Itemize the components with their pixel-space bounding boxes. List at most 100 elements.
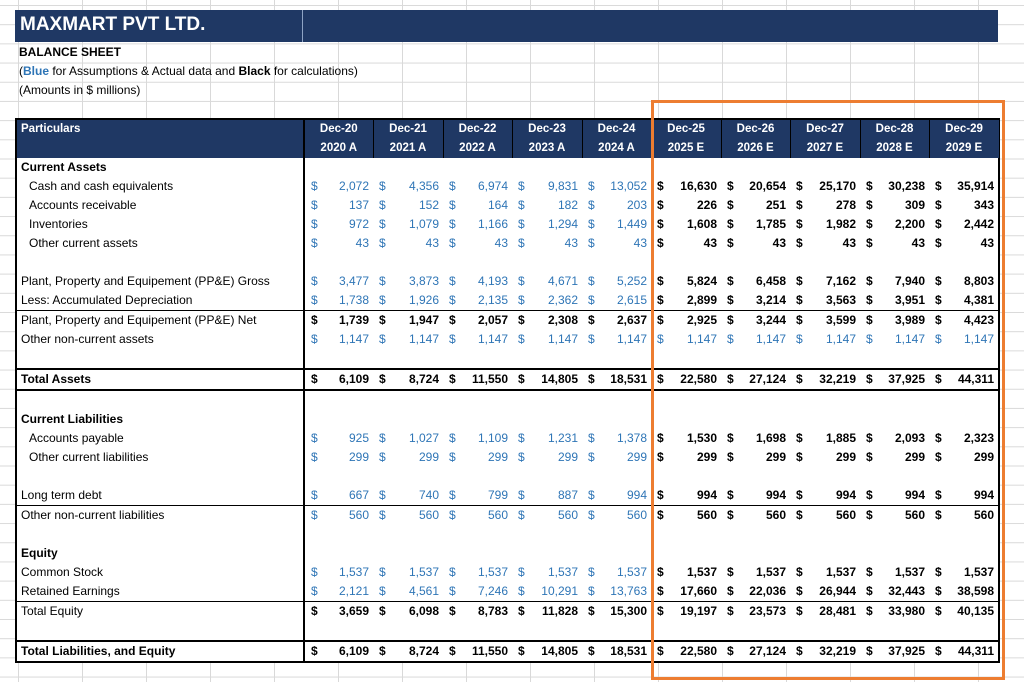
value-cell[interactable]: $43 [373, 234, 443, 253]
value-cell[interactable]: $9,831 [512, 177, 582, 196]
value-cell[interactable]: $1,739 [304, 310, 373, 330]
value-cell[interactable]: $299 [721, 448, 790, 467]
value-cell[interactable]: $343 [929, 196, 1000, 215]
value-cell[interactable]: $1,147 [790, 330, 860, 349]
value-cell[interactable] [304, 525, 373, 544]
value-cell[interactable]: $3,989 [860, 310, 929, 330]
value-cell[interactable]: $1,294 [512, 215, 582, 234]
value-cell[interactable] [373, 621, 443, 641]
value-cell[interactable] [512, 253, 582, 272]
value-cell[interactable]: $44,311 [929, 640, 1000, 663]
value-cell[interactable]: $1,537 [512, 563, 582, 582]
value-cell[interactable] [373, 253, 443, 272]
value-cell[interactable] [651, 525, 721, 544]
value-cell[interactable] [304, 544, 373, 563]
value-cell[interactable] [304, 621, 373, 641]
value-cell[interactable] [304, 158, 373, 177]
value-cell[interactable]: $8,724 [373, 368, 443, 391]
value-cell[interactable]: $1,378 [582, 429, 651, 448]
value-cell[interactable]: $1,537 [304, 563, 373, 582]
value-cell[interactable] [929, 410, 1000, 429]
value-cell[interactable] [373, 525, 443, 544]
value-cell[interactable]: $1,537 [651, 563, 721, 582]
value-cell[interactable] [512, 349, 582, 369]
value-cell[interactable]: $740 [373, 486, 443, 506]
value-cell[interactable]: $299 [304, 448, 373, 467]
value-cell[interactable]: $19,197 [651, 601, 721, 621]
value-cell[interactable]: $8,783 [443, 601, 512, 621]
value-cell[interactable] [651, 349, 721, 369]
value-cell[interactable]: $4,561 [373, 582, 443, 602]
value-cell[interactable] [721, 621, 790, 641]
value-cell[interactable]: $43 [790, 234, 860, 253]
value-cell[interactable]: $3,599 [790, 310, 860, 330]
value-cell[interactable] [443, 349, 512, 369]
value-cell[interactable]: $35,914 [929, 177, 1000, 196]
value-cell[interactable]: $32,219 [790, 640, 860, 663]
value-cell[interactable]: $4,356 [373, 177, 443, 196]
row-label[interactable]: Inventories [15, 215, 305, 234]
value-cell[interactable] [373, 410, 443, 429]
value-cell[interactable] [512, 390, 582, 410]
value-cell[interactable]: $299 [929, 448, 1000, 467]
value-cell[interactable]: $25,170 [790, 177, 860, 196]
value-cell[interactable] [512, 410, 582, 429]
value-cell[interactable]: $43 [860, 234, 929, 253]
value-cell[interactable]: $152 [373, 196, 443, 215]
value-cell[interactable]: $43 [651, 234, 721, 253]
row-label[interactable]: Other current assets [15, 234, 305, 253]
row-label[interactable]: Long term debt [15, 486, 305, 506]
value-cell[interactable]: $2,135 [443, 291, 512, 311]
value-cell[interactable]: $1,530 [651, 429, 721, 448]
value-cell[interactable] [304, 410, 373, 429]
value-cell[interactable]: $13,763 [582, 582, 651, 602]
value-cell[interactable]: $226 [651, 196, 721, 215]
value-cell[interactable]: $1,885 [790, 429, 860, 448]
value-cell[interactable]: $3,477 [304, 272, 373, 291]
value-cell[interactable]: $4,193 [443, 272, 512, 291]
value-cell[interactable]: $560 [860, 505, 929, 525]
value-cell[interactable]: $2,615 [582, 291, 651, 311]
value-cell[interactable] [929, 390, 1000, 410]
row-label[interactable]: Plant, Property and Equipement (PP&E) Ne… [15, 310, 305, 330]
value-cell[interactable]: $3,214 [721, 291, 790, 311]
value-cell[interactable]: $23,573 [721, 601, 790, 621]
value-cell[interactable] [721, 253, 790, 272]
value-cell[interactable]: $6,098 [373, 601, 443, 621]
value-cell[interactable]: $1,147 [304, 330, 373, 349]
value-cell[interactable]: $560 [373, 505, 443, 525]
value-cell[interactable]: $11,550 [443, 368, 512, 391]
value-cell[interactable] [721, 525, 790, 544]
value-cell[interactable] [651, 410, 721, 429]
value-cell[interactable]: $2,362 [512, 291, 582, 311]
value-cell[interactable]: $43 [304, 234, 373, 253]
value-cell[interactable]: $2,323 [929, 429, 1000, 448]
value-cell[interactable] [373, 349, 443, 369]
value-cell[interactable]: $560 [512, 505, 582, 525]
value-cell[interactable] [929, 544, 1000, 563]
value-cell[interactable]: $6,974 [443, 177, 512, 196]
value-cell[interactable]: $27,124 [721, 640, 790, 663]
value-cell[interactable]: $972 [304, 215, 373, 234]
value-cell[interactable] [304, 253, 373, 272]
value-cell[interactable]: $299 [443, 448, 512, 467]
value-cell[interactable]: $11,828 [512, 601, 582, 621]
value-cell[interactable]: $28,481 [790, 601, 860, 621]
value-cell[interactable]: $2,072 [304, 177, 373, 196]
value-cell[interactable]: $1,147 [443, 330, 512, 349]
value-cell[interactable] [860, 525, 929, 544]
row-label[interactable]: Total Equity [15, 601, 305, 621]
value-cell[interactable] [790, 525, 860, 544]
value-cell[interactable] [373, 544, 443, 563]
value-cell[interactable]: $3,244 [721, 310, 790, 330]
value-cell[interactable]: $43 [443, 234, 512, 253]
value-cell[interactable]: $309 [860, 196, 929, 215]
value-cell[interactable]: $560 [304, 505, 373, 525]
value-cell[interactable] [790, 253, 860, 272]
value-cell[interactable] [373, 467, 443, 486]
value-cell[interactable]: $5,252 [582, 272, 651, 291]
value-cell[interactable]: $299 [373, 448, 443, 467]
value-cell[interactable]: $1,147 [721, 330, 790, 349]
value-cell[interactable]: $994 [721, 486, 790, 506]
value-cell[interactable]: $1,166 [443, 215, 512, 234]
